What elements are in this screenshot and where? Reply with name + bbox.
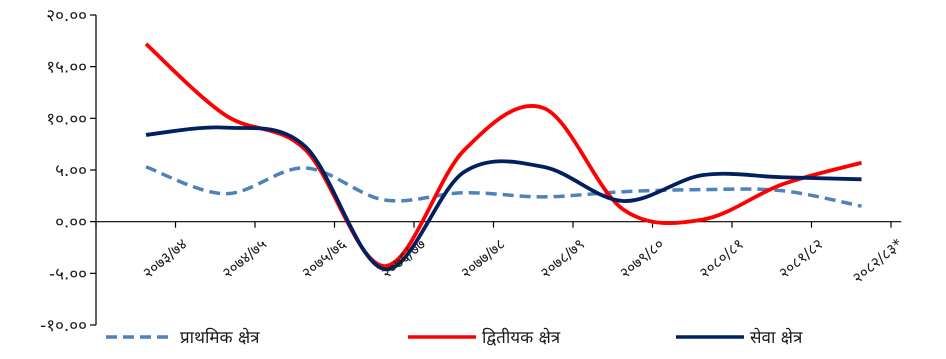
x-tick-labels: २०७३/७४ २०७४/७५ २०७५/७६ २०७६/७७ २०७७/७८ २०७८/… [139, 235, 906, 287]
x-tick-label: २०८०/८१ [696, 235, 747, 282]
legend-label-3: सेवा क्षेत्र [750, 327, 803, 348]
x-tick-label: २०७४/७५ [219, 235, 270, 282]
x-tick-label: २०७७/७८ [457, 235, 508, 282]
x-tick-label: २०७८/७९ [537, 235, 588, 282]
series-line-1 [145, 165, 862, 208]
series-line-3 [145, 125, 862, 272]
y-tick-label: १०.०० [46, 109, 87, 129]
x-tick-label: २०७६/७७ [378, 235, 429, 282]
series-lines [144, 42, 862, 272]
y-tick-label: -५.०० [49, 264, 87, 284]
x-tick-label: २०८२/८३* [849, 235, 906, 287]
legend-label-1: प्राथमिक क्षेत्र [180, 327, 260, 348]
y-tick-label: २०.०० [46, 6, 87, 26]
y-tick-label: १५.०० [46, 58, 87, 78]
legend: प्राथमिक क्षेत्र द्वितीयक क्षेत्र सेवा क्ष… [106, 327, 803, 348]
axes: २०.०० १५.०० १०.०० ५.०० ०.०० -५.०० -१०.०० [40, 6, 902, 336]
x-tick-label: २०७५/७६ [298, 235, 349, 282]
x-tick-label: २०७९/८० [616, 235, 667, 282]
x-tick-label: २०८१/८२ [775, 235, 826, 282]
y-tick-label: ५.०० [55, 161, 87, 181]
x-tick-label: २०७३/७४ [139, 235, 190, 282]
series-line-2 [144, 42, 862, 269]
legend-label-2: द्वितीयक क्षेत्र [482, 327, 561, 348]
y-tick-label: ०.०० [55, 213, 87, 233]
y-tick-label: -१०.०० [40, 316, 87, 336]
